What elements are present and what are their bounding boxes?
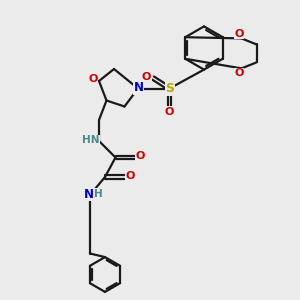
- Text: O: O: [125, 171, 135, 181]
- Text: N: N: [84, 188, 94, 201]
- Text: HN: HN: [82, 135, 99, 146]
- Text: O: O: [234, 28, 244, 39]
- Text: H: H: [94, 189, 103, 199]
- Text: O: O: [165, 107, 174, 117]
- Text: O: O: [136, 151, 145, 161]
- Text: O: O: [142, 72, 151, 82]
- Text: S: S: [166, 82, 175, 95]
- Text: N: N: [134, 81, 144, 94]
- Text: O: O: [234, 68, 244, 78]
- Text: O: O: [88, 74, 98, 84]
